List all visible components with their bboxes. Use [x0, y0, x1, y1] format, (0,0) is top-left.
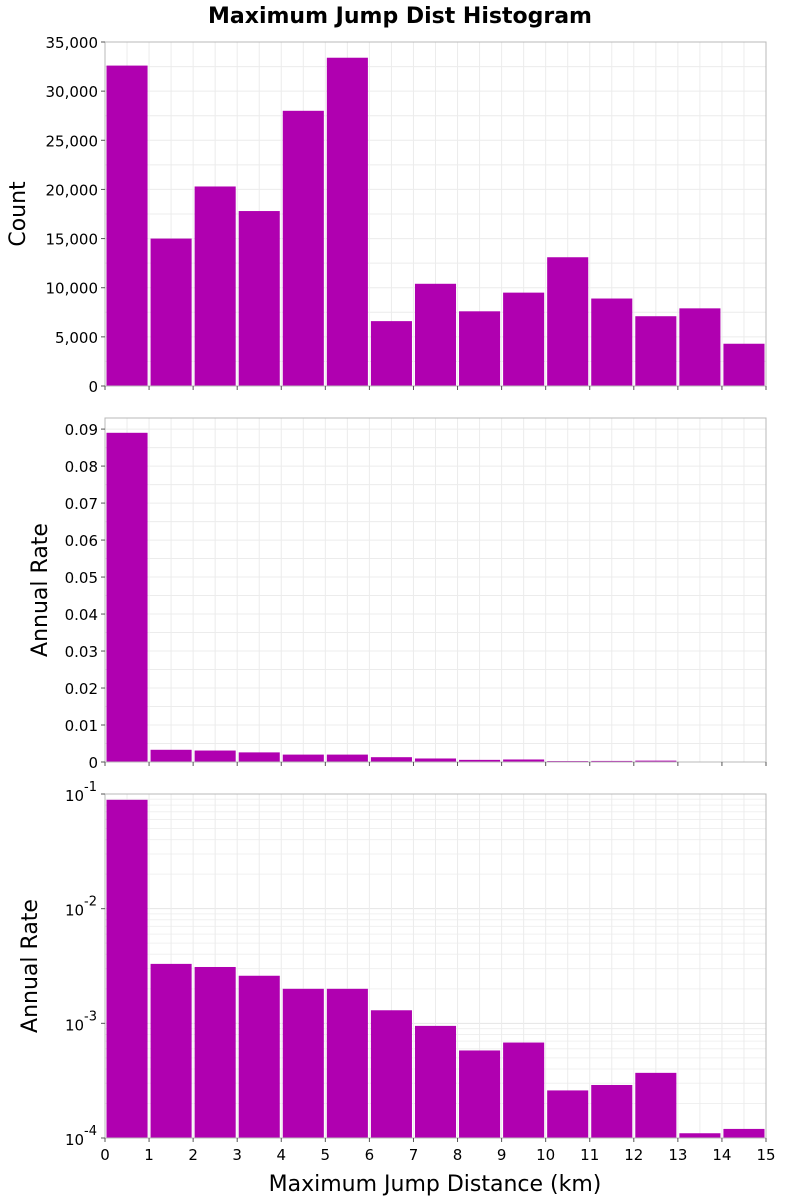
y-tick-label: 0	[88, 378, 98, 396]
y-tick-label: 30,000	[46, 83, 99, 101]
x-tick-label: 6	[365, 1146, 375, 1164]
y-tick-label: 0.02	[65, 680, 98, 698]
x-axis-label: Maximum Jump Distance (km)	[269, 1172, 602, 1197]
x-tick-label: 4	[276, 1146, 286, 1164]
y-tick-label: 10-2	[65, 895, 97, 920]
histogram-bar	[679, 308, 721, 386]
y-tick-label: 15,000	[46, 231, 99, 249]
histogram-bar	[414, 758, 457, 762]
histogram-bar	[503, 1042, 545, 1138]
histogram-bar	[194, 966, 236, 1138]
y-tick-label: 0.03	[65, 643, 98, 661]
y-tick-label: 25,000	[46, 132, 99, 150]
histogram-bar	[679, 1133, 721, 1138]
histogram-bar	[238, 211, 280, 386]
histogram-bar	[459, 759, 501, 762]
x-tick-label: 11	[580, 1146, 599, 1164]
histogram-bar	[503, 759, 545, 762]
x-tick-label: 3	[232, 1146, 242, 1164]
histogram-bar	[370, 321, 412, 386]
histogram-bar	[370, 757, 412, 762]
histogram-bar	[591, 1084, 633, 1138]
histogram-bar	[591, 760, 633, 762]
y-axis-label: Annual Rate	[18, 899, 43, 1033]
x-tick-label: 1	[144, 1146, 154, 1164]
histogram-bar	[106, 799, 148, 1138]
x-tick-label: 5	[321, 1146, 331, 1164]
x-tick-label: 13	[668, 1146, 687, 1164]
histogram-bar	[591, 298, 633, 386]
histogram-bar	[238, 975, 280, 1138]
histogram-bar	[635, 316, 677, 386]
histogram-bar	[459, 1050, 501, 1138]
histogram-bar	[194, 186, 236, 386]
panel-3: 10-1 10-2 10-3 10-4 Annual Rate	[18, 780, 767, 1149]
panel-2: 0 0.01 0.02 0.03 0.04 0.05 0.06 0.07 0.08 0.09 Ann…	[28, 417, 767, 772]
histogram-bar	[414, 1025, 457, 1138]
y-tick-label: 10-1	[65, 780, 97, 805]
x-tick-label: 8	[453, 1146, 463, 1164]
x-tick-label: 10	[536, 1146, 555, 1164]
histogram-bar	[635, 760, 677, 762]
y-axis-label: Annual Rate	[28, 523, 53, 657]
x-tick-label: 15	[756, 1146, 775, 1164]
histogram-bar	[282, 110, 324, 387]
y-tick-label: 35,000	[46, 34, 99, 52]
y-tick-label: 0.07	[65, 495, 98, 513]
histogram-bar	[106, 432, 148, 762]
x-tick-label: 9	[497, 1146, 507, 1164]
y-tick-label: 0.04	[65, 606, 98, 624]
histogram-bar	[635, 1072, 677, 1138]
histogram-bar	[194, 750, 236, 762]
y-tick-label: 5,000	[55, 329, 98, 347]
histogram-bar	[503, 292, 545, 386]
plot-frame	[104, 417, 767, 763]
histogram-bar	[459, 311, 501, 386]
x-tick-label: 14	[712, 1146, 731, 1164]
y-tick-label: 0	[88, 754, 98, 772]
histogram-bar	[547, 1090, 589, 1138]
plot-frame	[104, 41, 767, 387]
histogram-bar	[150, 238, 192, 386]
y-tick-label: 10-3	[65, 1009, 97, 1034]
histogram-bar	[326, 57, 368, 387]
x-tick-label: 0	[100, 1146, 110, 1164]
chart-title: Maximum Jump Dist Histogram	[208, 4, 592, 29]
x-tick-label: 12	[624, 1146, 643, 1164]
plot-frame	[104, 793, 767, 1139]
histogram-bar	[282, 988, 324, 1138]
y-tick-label: 0.05	[65, 569, 98, 587]
y-tick-label: 0.01	[65, 717, 98, 735]
histogram-bar	[326, 754, 368, 762]
y-tick-label: 0.06	[65, 532, 98, 550]
y-tick-label: 0.08	[65, 458, 98, 476]
histogram-bar	[238, 752, 280, 762]
y-tick-label: 10,000	[46, 280, 99, 298]
histogram-bar	[547, 257, 589, 386]
histogram-bar	[723, 1128, 765, 1138]
y-tick-label: 20,000	[46, 181, 99, 199]
histogram-bar	[414, 283, 457, 386]
histogram-bar	[723, 343, 765, 386]
histogram-bar	[150, 963, 192, 1138]
x-tick-label: 2	[188, 1146, 198, 1164]
histogram-bar	[326, 988, 368, 1138]
y-tick-label: 10-4	[65, 1124, 97, 1149]
panel-1: 0 5,000 10,000 15,000 20,000 25,000 30,000 35,0…	[6, 34, 767, 396]
histogram-bar	[106, 65, 148, 387]
histogram-bar	[282, 754, 324, 762]
x-tick-label: 7	[409, 1146, 419, 1164]
y-axis-label: Count	[6, 181, 31, 247]
y-tick-label: 0.09	[65, 421, 98, 439]
histogram-bar	[370, 1010, 412, 1138]
histogram-bar	[150, 749, 192, 762]
